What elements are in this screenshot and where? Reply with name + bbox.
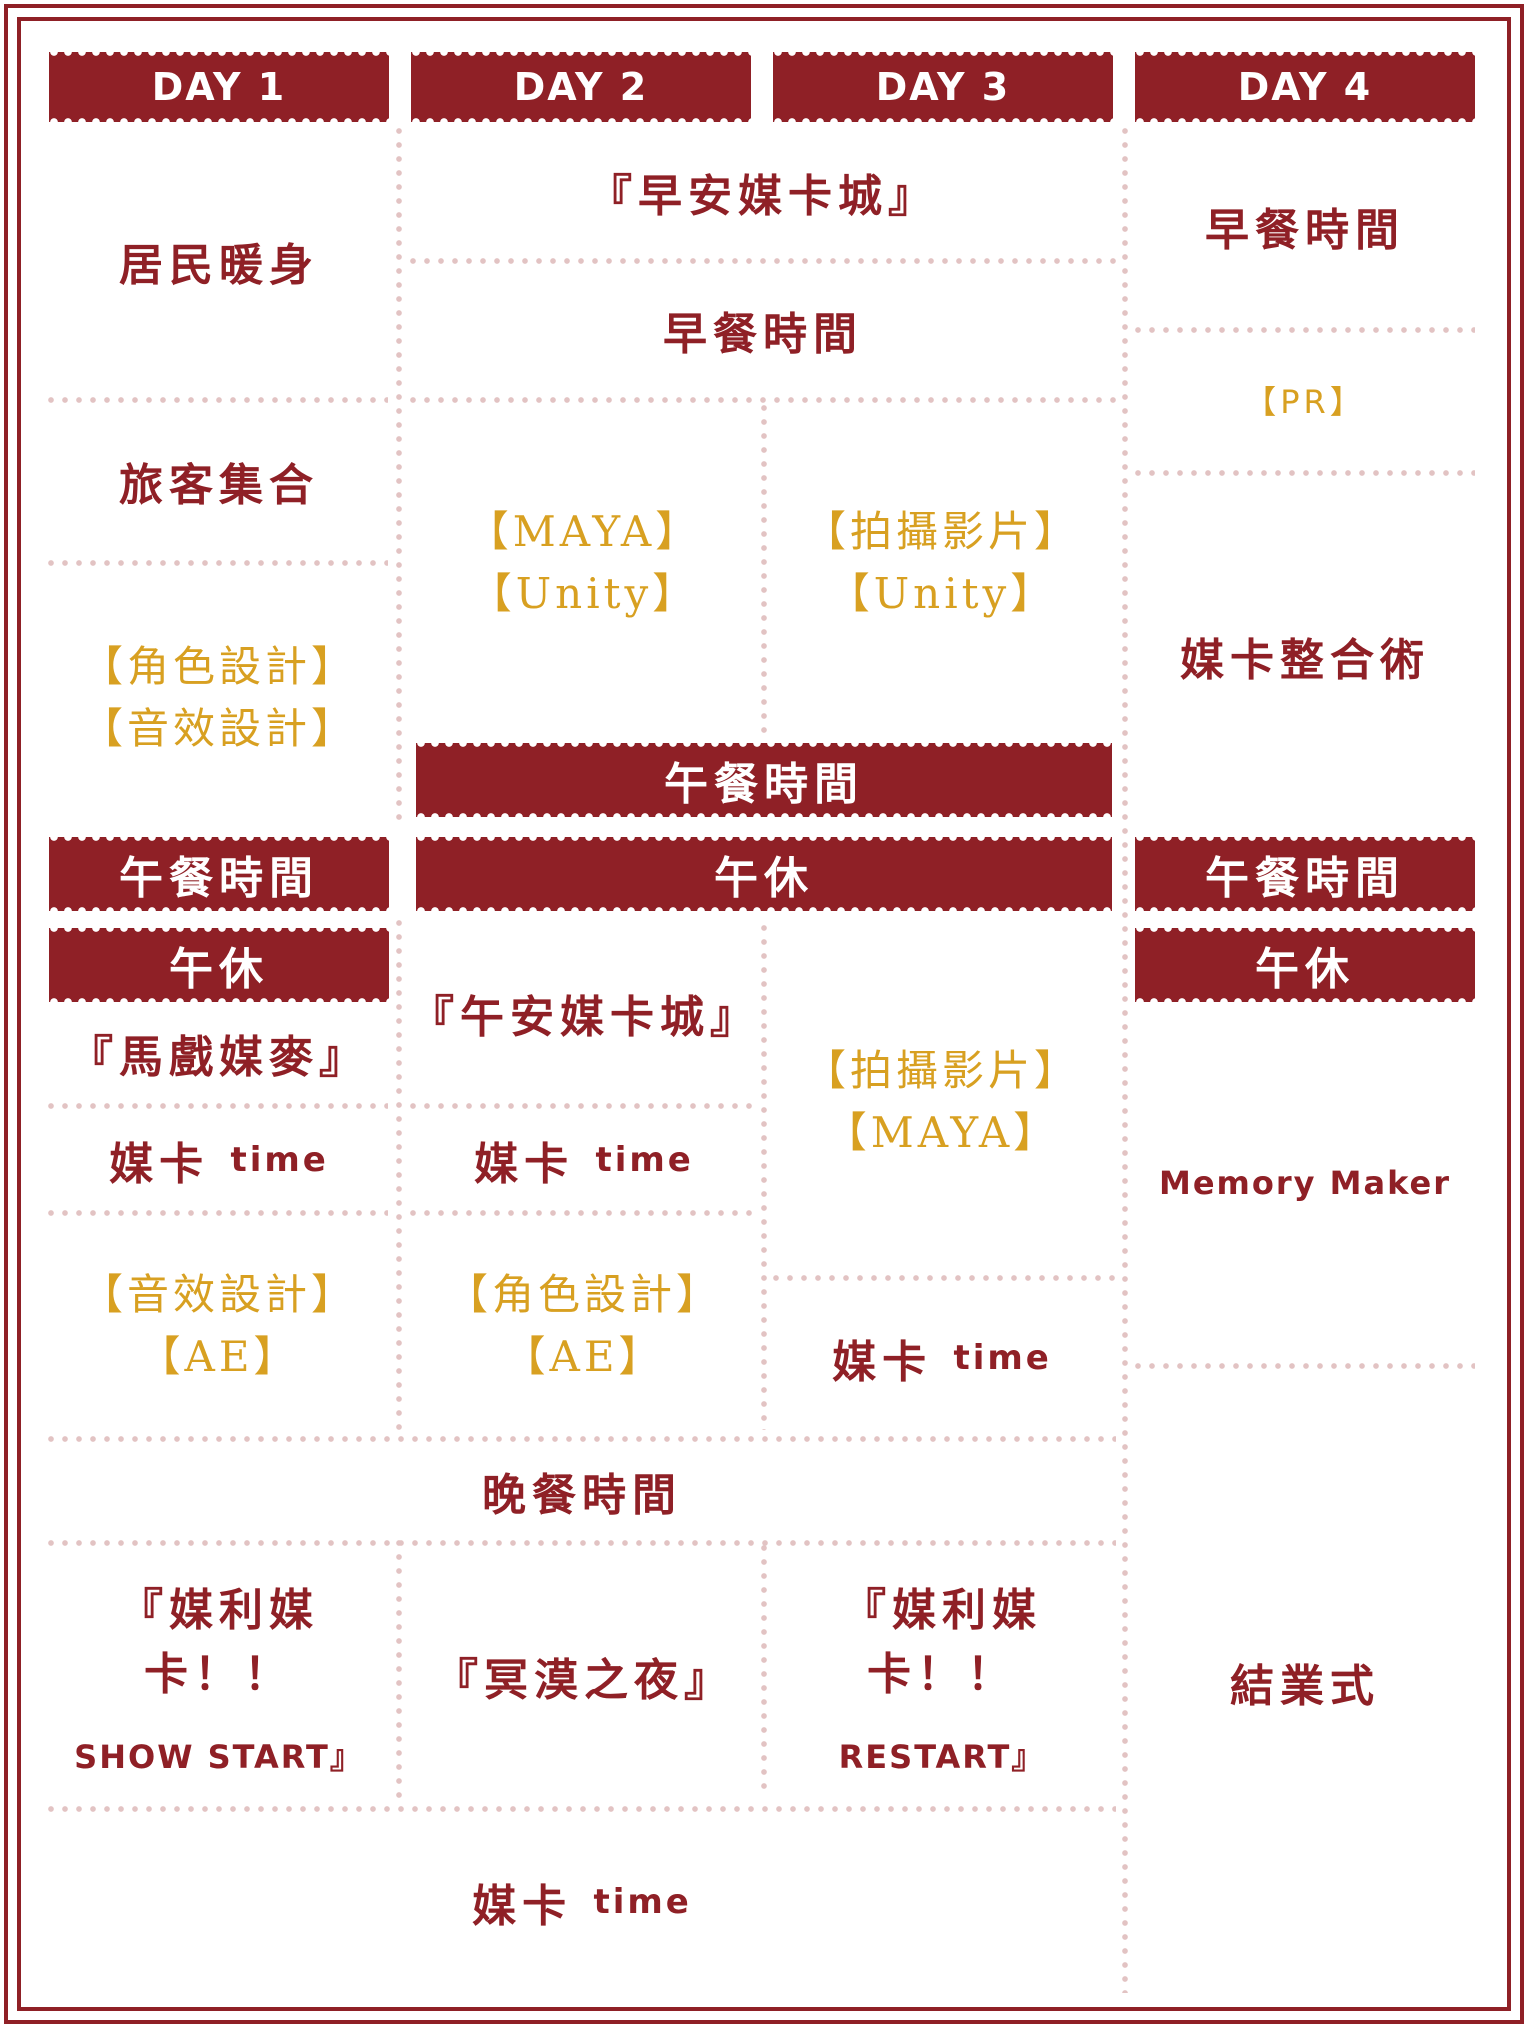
divider bbox=[773, 1275, 1118, 1281]
day4-closing: 結業式 bbox=[1230, 1661, 1380, 1712]
day23-nap-banner: 午休 bbox=[416, 832, 1112, 916]
divider bbox=[396, 1540, 402, 1802]
divider bbox=[48, 1540, 1116, 1546]
day23-lunch-banner: 午餐時間 bbox=[416, 738, 1112, 822]
divider bbox=[410, 1210, 755, 1216]
divider bbox=[761, 405, 767, 740]
workshop-line: 【音效設計】 bbox=[80, 704, 357, 753]
show-title: 『媒利媒卡！！ bbox=[119, 1584, 319, 1700]
show-subtitle: RESTART』 bbox=[838, 1737, 1046, 1776]
day1-mk-time: 媒卡 time bbox=[49, 1112, 389, 1207]
workshop-line: 【AE】 bbox=[503, 1331, 665, 1381]
divider bbox=[396, 920, 402, 1435]
day3-workshop-b: 【拍攝影片】 【MAYA】 bbox=[768, 925, 1116, 1270]
afternoon-town: 『午安媒卡城』 bbox=[410, 991, 760, 1043]
day3-header: DAY 3 bbox=[773, 47, 1113, 127]
day1-circus: 『馬戲媒麥』 bbox=[69, 1031, 369, 1083]
day2-mk-time: 媒卡 time bbox=[410, 1112, 758, 1207]
workshop-line: 【Unity】 bbox=[827, 569, 1057, 618]
morning-town: 『早安媒卡城』 bbox=[588, 171, 938, 222]
workshop-line: 【拍攝影片】 bbox=[803, 507, 1080, 556]
final-mk-time: 媒卡 time bbox=[410, 1814, 754, 1989]
divider bbox=[48, 1806, 1116, 1812]
inner-border bbox=[17, 17, 1511, 2011]
divider bbox=[1135, 1363, 1475, 1369]
divider bbox=[1135, 470, 1475, 476]
time-label: time bbox=[230, 1139, 329, 1180]
day1-nap-banner: 午休 bbox=[49, 923, 389, 1007]
show-title: 『媒利媒卡！！ bbox=[842, 1584, 1042, 1700]
day4-memory-maker: Memory Maker bbox=[1159, 1163, 1451, 1202]
time-label: time bbox=[595, 1139, 694, 1180]
divider bbox=[1135, 327, 1475, 333]
day2-workshop-b: 【角色設計】 【AE】 bbox=[410, 1218, 758, 1433]
divider bbox=[48, 397, 388, 403]
divider bbox=[396, 128, 402, 828]
time-label: time bbox=[953, 1338, 1052, 1378]
outer-border bbox=[4, 4, 1524, 2024]
day4-nap-banner: 午休 bbox=[1135, 923, 1475, 1007]
show-subtitle: SHOW START』 bbox=[74, 1737, 364, 1776]
time-label: time bbox=[593, 1881, 692, 1922]
day1-show: 『媒利媒卡！！ SHOW START』 bbox=[49, 1548, 389, 1803]
mk-label: 媒卡 bbox=[832, 1337, 933, 1388]
divider bbox=[410, 258, 1116, 264]
workshop-line: 【角色設計】 bbox=[80, 642, 357, 691]
day4-pr: 【PR】 bbox=[1244, 383, 1366, 421]
day2-header: DAY 2 bbox=[411, 47, 751, 127]
day4-lunch-banner: 午餐時間 bbox=[1135, 832, 1475, 916]
day1-lunch-banner: 午餐時間 bbox=[49, 832, 389, 916]
divider bbox=[410, 397, 1116, 403]
day3-mk-time: 媒卡 time bbox=[768, 1283, 1116, 1433]
day23-breakfast: 早餐時間 bbox=[663, 309, 863, 360]
day3-workshop-a: 【拍攝影片】 【Unity】 bbox=[768, 405, 1116, 735]
workshop-line: 【MAYA】 bbox=[824, 1108, 1060, 1157]
workshop-line: 【拍攝影片】 bbox=[803, 1046, 1080, 1095]
divider bbox=[761, 1545, 767, 1797]
day1-workshop-b: 【音效設計】 【AE】 bbox=[49, 1218, 389, 1433]
workshop-line: 【MAYA】 bbox=[466, 507, 702, 556]
day4-breakfast: 早餐時間 bbox=[1205, 205, 1405, 256]
workshop-line: 【Unity】 bbox=[469, 569, 699, 618]
mk-label: 媒卡 bbox=[474, 1138, 575, 1190]
divider bbox=[410, 1103, 755, 1109]
day2-workshop-a: 【MAYA】 【Unity】 bbox=[410, 405, 758, 735]
divider bbox=[1122, 128, 1128, 1993]
workshop-line: 【AE】 bbox=[138, 1331, 300, 1381]
day1-gather: 旅客集合 bbox=[119, 460, 319, 511]
workshop-line: 【角色設計】 bbox=[445, 1269, 722, 1319]
day4-header: DAY 4 bbox=[1135, 47, 1475, 127]
day1-workshop-a: 【角色設計】 【音效設計】 bbox=[49, 568, 389, 828]
dinner: 晚餐時間 bbox=[482, 1469, 682, 1521]
divider bbox=[761, 925, 767, 1430]
day1-header: DAY 1 bbox=[49, 47, 389, 127]
day3-night: 『媒利媒卡！！ RESTART』 bbox=[768, 1548, 1116, 1803]
workshop-line: 【音效設計】 bbox=[80, 1269, 357, 1319]
day2-night: 『冥漠之夜』 bbox=[434, 1654, 734, 1706]
mk-label: 媒卡 bbox=[109, 1138, 210, 1190]
day4-integration: 媒卡整合術 bbox=[1180, 634, 1430, 686]
divider bbox=[48, 1210, 388, 1216]
divider bbox=[48, 1103, 388, 1109]
mk-label: 媒卡 bbox=[472, 1880, 573, 1932]
day1-warmup: 居民暖身 bbox=[119, 240, 319, 291]
divider bbox=[48, 560, 388, 566]
divider bbox=[48, 1436, 1116, 1442]
